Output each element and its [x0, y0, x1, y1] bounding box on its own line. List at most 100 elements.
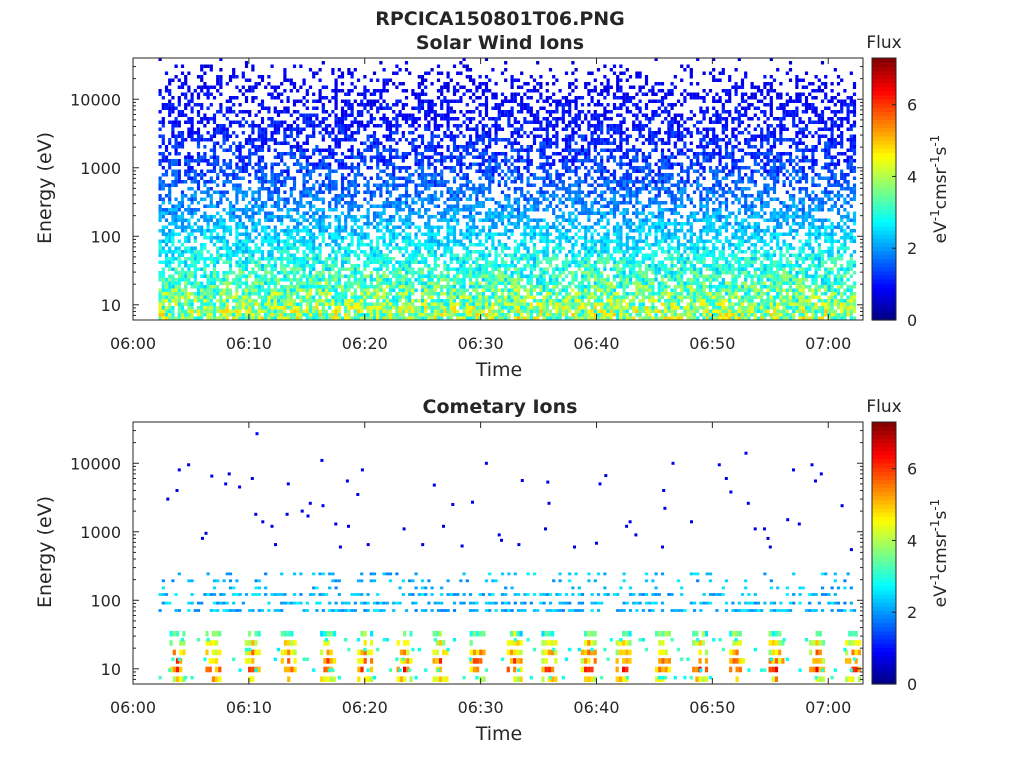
heatmap-cell [190, 299, 194, 303]
heatmap-cell [270, 313, 274, 317]
heatmap-cell [228, 211, 233, 215]
heatmap-cell [395, 124, 399, 128]
heatmap-cell [177, 169, 181, 173]
heatmap-cell [430, 309, 434, 313]
heatmap-cell [193, 190, 197, 194]
heatmap-cell [177, 253, 181, 257]
heatmap-cell [363, 183, 367, 187]
heatmap-cell [260, 281, 265, 285]
heatmap-cell [190, 232, 194, 236]
heatmap-cell [296, 232, 300, 236]
heatmap-cell [529, 75, 533, 79]
heatmap-cell [449, 152, 453, 156]
heatmap-cell [440, 176, 444, 180]
heatmap-cell [516, 267, 521, 271]
heatmap-cell [494, 211, 498, 215]
heatmap-cell [187, 309, 191, 313]
heatmap-cell [376, 236, 380, 240]
heatmap-cell [520, 295, 524, 299]
heatmap-cell [212, 145, 217, 149]
heatmap-cell [456, 218, 460, 222]
heatmap-cell [168, 236, 172, 240]
heatmap-cell [382, 99, 386, 103]
heatmap-cell [251, 229, 255, 233]
heatmap-cell [494, 120, 498, 124]
heatmap-cell [507, 236, 511, 240]
heatmap-cell [158, 89, 162, 93]
heatmap-cell [449, 285, 453, 289]
heatmap-cell [376, 267, 380, 271]
heatmap-cell [488, 288, 492, 292]
heatmap-cell [251, 166, 255, 170]
heatmap-cell [427, 201, 431, 205]
heatmap-cell [273, 141, 277, 145]
heatmap-cell [340, 194, 345, 198]
heatmap-cell [488, 278, 492, 282]
heatmap-cell [280, 267, 284, 271]
heatmap-cell [283, 204, 287, 208]
heatmap-cell [251, 302, 255, 306]
heatmap-cell [235, 292, 239, 296]
heatmap-cell [427, 197, 431, 201]
heatmap-cell [529, 264, 533, 268]
heatmap-cell [369, 134, 373, 138]
heatmap-cell [286, 288, 290, 292]
heatmap-cell [513, 120, 517, 124]
heatmap-cell [484, 295, 489, 299]
heatmap-cell [273, 127, 277, 131]
heatmap-cell [433, 204, 437, 208]
heatmap-cell [238, 274, 242, 278]
heatmap-cell [280, 285, 284, 289]
heatmap-cell [232, 299, 236, 303]
heatmap-cell [376, 225, 380, 229]
heatmap-cell [161, 106, 165, 110]
heatmap-cell [158, 197, 162, 201]
heatmap-cell [270, 120, 274, 124]
heatmap-cell [299, 99, 303, 103]
heatmap-cell [478, 281, 482, 285]
heatmap-cell [305, 288, 309, 292]
heatmap-cell [209, 278, 213, 282]
heatmap-cell [350, 295, 354, 299]
heatmap-cell [280, 110, 284, 114]
heatmap-cell [395, 197, 399, 201]
heatmap-cell [484, 173, 489, 177]
heatmap-cell [296, 229, 300, 233]
heatmap-cell [465, 208, 469, 212]
heatmap-cell [513, 99, 517, 103]
heatmap-cell [446, 85, 450, 89]
heatmap-cell [296, 292, 300, 296]
heatmap-cell [459, 281, 463, 285]
heatmap-cell [248, 306, 252, 310]
heatmap-cell [257, 267, 261, 271]
heatmap-cell [452, 313, 457, 317]
heatmap-cell [520, 187, 524, 191]
heatmap-cell [353, 166, 357, 170]
heatmap-cell [529, 183, 533, 187]
heatmap-cell [350, 281, 354, 285]
heatmap-cell [235, 232, 239, 236]
heatmap-cell [376, 176, 380, 180]
heatmap-cell [462, 306, 466, 310]
heatmap-cell [184, 194, 188, 198]
heatmap-cell [324, 148, 329, 152]
heatmap-cell [398, 232, 402, 236]
heatmap-cell [260, 166, 265, 170]
heatmap-cell [318, 222, 322, 226]
heatmap-cell [520, 306, 524, 310]
heatmap-cell [318, 215, 322, 219]
heatmap-cell [414, 260, 418, 264]
heatmap-cell [264, 134, 268, 138]
heatmap-cell [315, 106, 319, 110]
heatmap-cell [334, 82, 338, 86]
heatmap-cell [462, 246, 466, 250]
heatmap-cell [286, 134, 290, 138]
heatmap-cell [376, 173, 380, 177]
heatmap-cell [478, 313, 482, 317]
heatmap-cell [248, 180, 252, 184]
heatmap-cell [411, 239, 415, 243]
heatmap-cell [292, 288, 297, 292]
heatmap-cell [372, 215, 377, 219]
heatmap-cell [360, 250, 364, 254]
heatmap-cell [337, 141, 341, 145]
